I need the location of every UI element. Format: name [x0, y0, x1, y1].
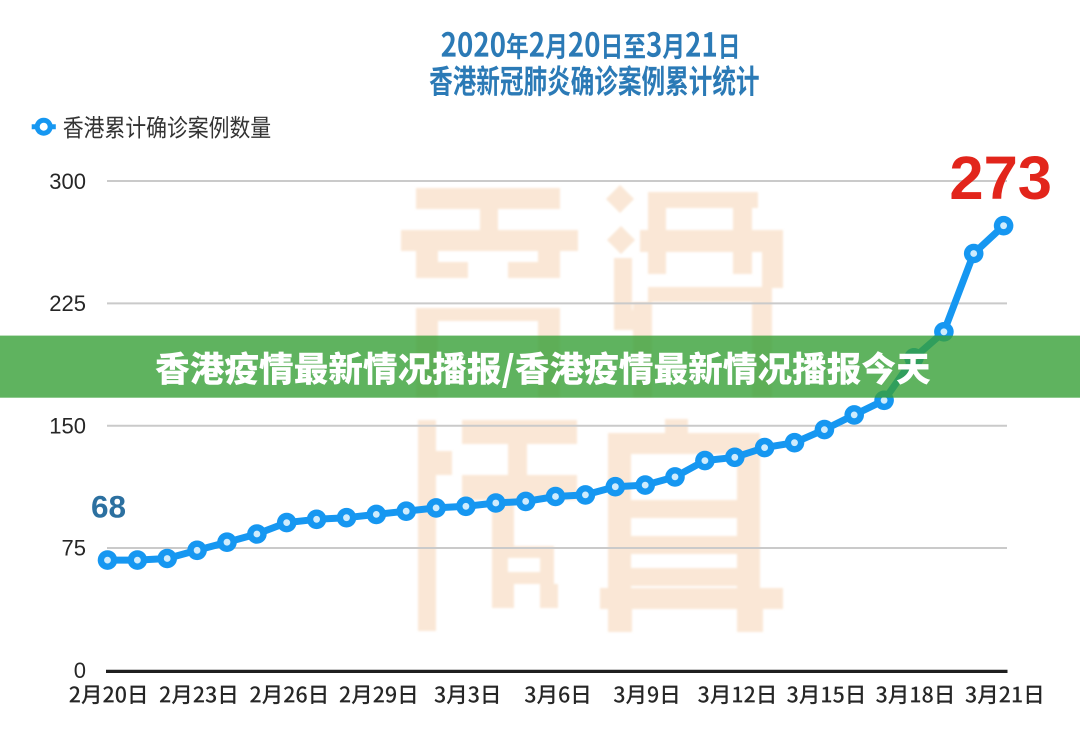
- svg-text:150: 150: [49, 413, 86, 438]
- svg-text:68: 68: [91, 489, 126, 525]
- svg-text:273: 273: [949, 144, 1052, 213]
- svg-text:300: 300: [49, 169, 86, 194]
- svg-text:225: 225: [49, 291, 86, 316]
- svg-text:0: 0: [74, 658, 86, 683]
- svg-text:75: 75: [62, 536, 86, 561]
